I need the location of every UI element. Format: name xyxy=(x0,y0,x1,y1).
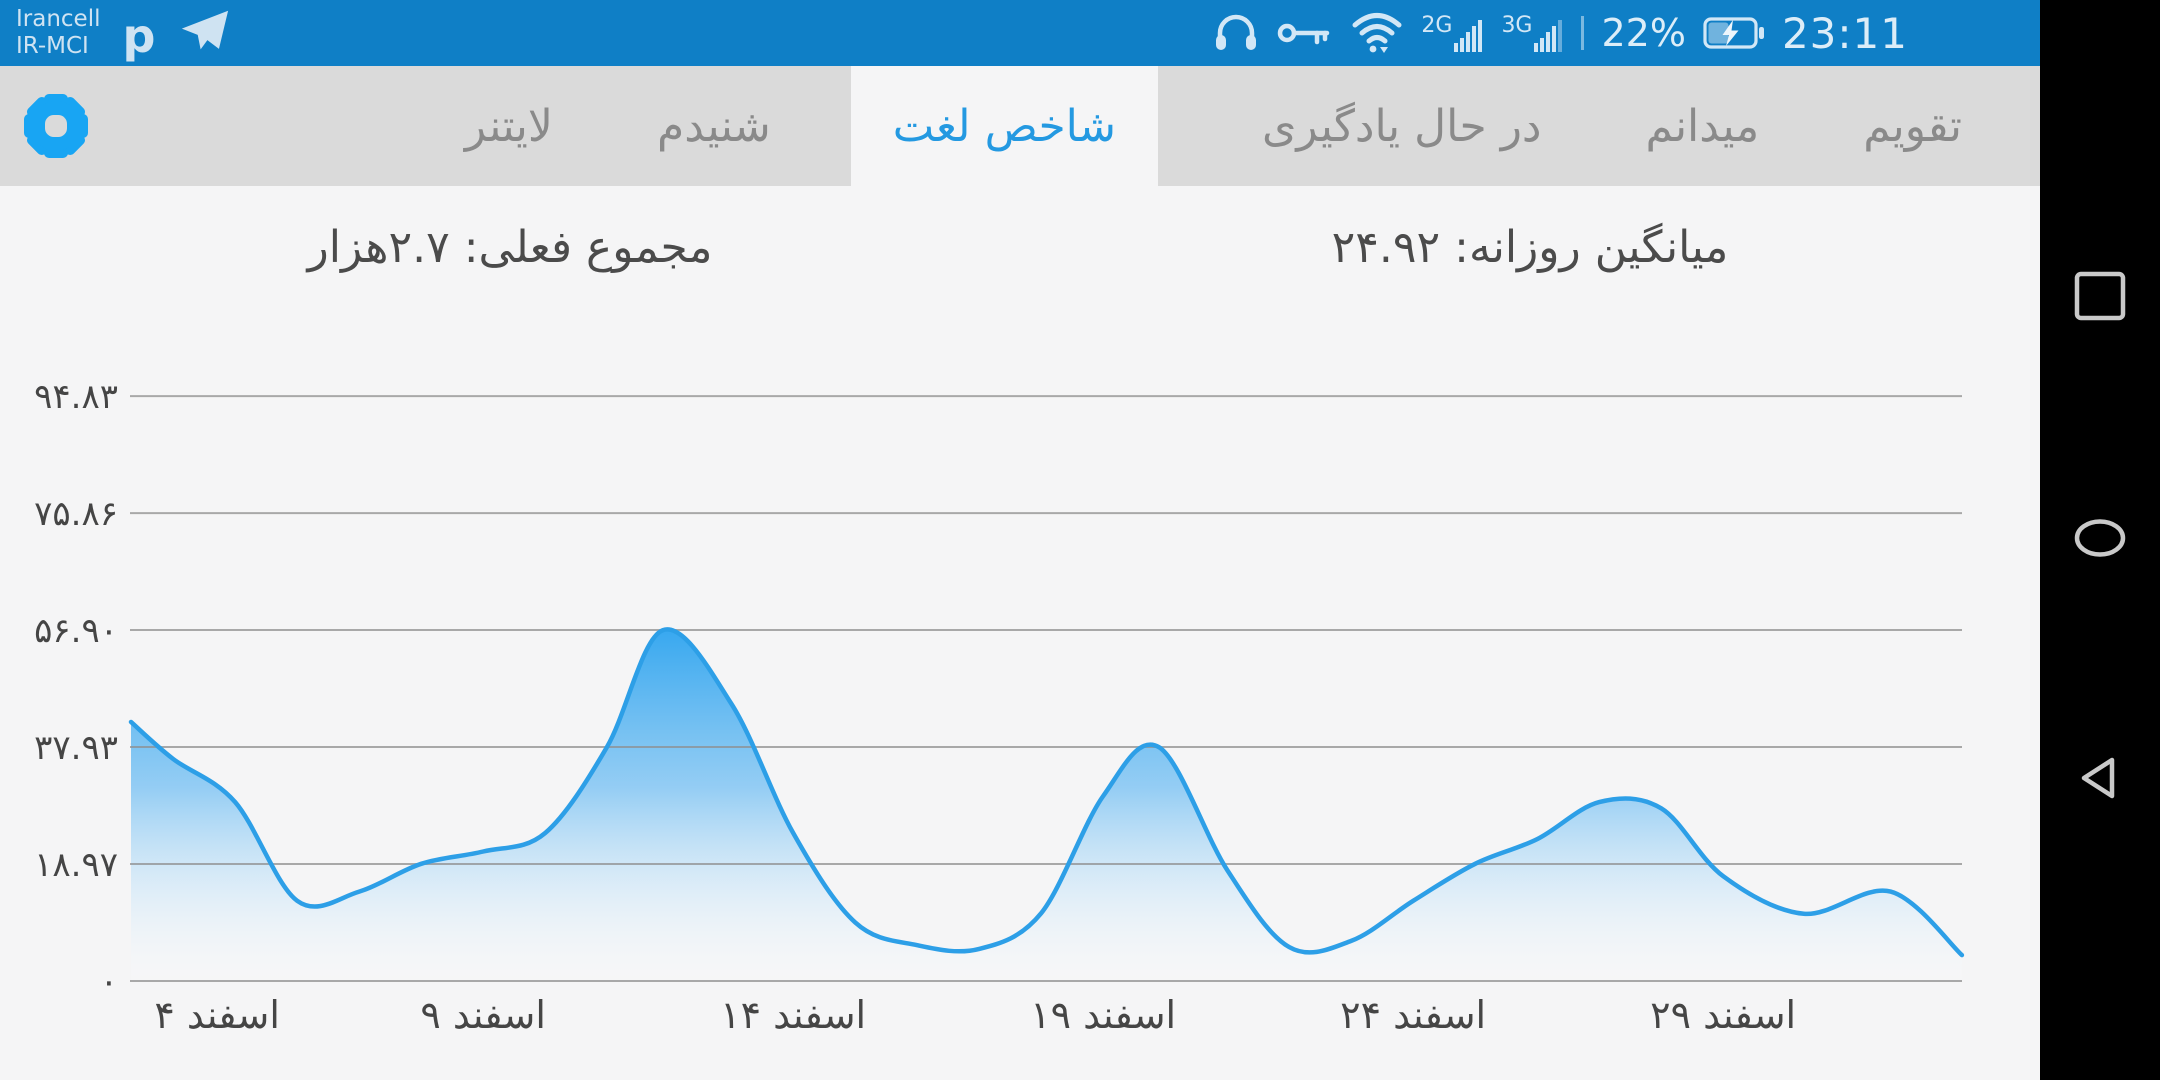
square-icon xyxy=(2073,270,2127,326)
x-axis-label: ۲۴ اسفند xyxy=(1340,993,1486,1037)
area-fill xyxy=(131,629,1962,981)
headphones-icon xyxy=(1212,11,1260,55)
x-axis-label: ۴ اسفند xyxy=(154,993,280,1037)
tab-heard[interactable]: شنیدم xyxy=(656,100,771,152)
battery-charging-icon xyxy=(1703,16,1765,50)
signal-3g: 3G xyxy=(1501,13,1564,53)
tab-strip: تقویم میدانم در حال یادگیری شاخص لغت شنیدم لا… xyxy=(90,66,2040,186)
word-index-area-chart[interactable]: ۹۴.۸۳ ۷۵.۸۶ ۵۶.۹۰ ۳۷.۹۳ ۱۸.۹۷ ۰ ۴ اسفند ۹ اسفند… xyxy=(0,186,2040,1080)
nav-recent-apps-button[interactable] xyxy=(2040,238,2160,358)
status-bar: Irancell IR-MCI p xyxy=(0,0,2040,66)
nav-home-button[interactable] xyxy=(2040,480,2160,600)
triangle-left-icon xyxy=(2074,752,2126,808)
carrier-label: Irancell IR-MCI xyxy=(16,6,101,60)
x-axis-label: ۹ اسفند xyxy=(420,993,546,1037)
clock: 23:11 xyxy=(1781,8,1908,58)
y-axis-label: ۷۵.۸۶ xyxy=(34,494,118,534)
carrier-line2: IR-MCI xyxy=(16,33,89,59)
y-axis-label: ۳۷.۹۳ xyxy=(34,728,118,768)
y-axis-label: ۹۴.۸۳ xyxy=(34,377,118,417)
tab-learning[interactable]: در حال یادگیری xyxy=(1261,100,1542,152)
nav-back-button[interactable] xyxy=(2040,720,2160,840)
stat-current-total: مجموع فعلی: ۲.۷هزار xyxy=(307,222,713,273)
telegram-icon xyxy=(177,6,231,60)
network-type-3g-label: 3G xyxy=(1501,13,1533,38)
tab-calendar[interactable]: تقویم xyxy=(1863,100,1962,152)
tab-known[interactable]: میدانم xyxy=(1645,100,1760,152)
y-axis-label: ۱۸.۹۷ xyxy=(34,845,118,885)
stats-row: میانگین روزانه: ۲۴.۹۲ مجموع فعلی: ۲.۷هزا… xyxy=(0,222,2040,273)
signal-2g: 2G xyxy=(1421,13,1484,53)
carrier-line1: Irancell xyxy=(16,6,101,32)
content: میانگین روزانه: ۲۴.۹۲ مجموع فعلی: ۲.۷هزا… xyxy=(0,186,2040,1080)
tab-bar: تقویم میدانم در حال یادگیری شاخص لغت شنیدم لا… xyxy=(0,66,2040,186)
y-axis-label: ۰ xyxy=(100,962,118,1002)
y-axis-label: ۵۶.۹۰ xyxy=(34,611,118,651)
x-axis-label: ۱۴ اسفند xyxy=(720,993,866,1037)
status-divider xyxy=(1581,16,1585,50)
x-axis-label: ۲۹ اسفند xyxy=(1650,993,1796,1037)
circle-icon xyxy=(2072,516,2128,564)
android-nav-bar xyxy=(2040,0,2160,1080)
stat-daily-average: میانگین روزانه: ۲۴.۹۲ xyxy=(1331,222,1729,273)
tab-word-index[interactable]: شاخص لغت xyxy=(850,66,1158,186)
x-axis-label: ۱۹ اسفند xyxy=(1030,993,1176,1037)
settings-gear-icon[interactable] xyxy=(24,94,88,158)
tab-leitner[interactable]: لایتنر xyxy=(464,100,553,152)
key-icon xyxy=(1277,15,1333,51)
wifi-icon xyxy=(1350,10,1404,56)
series-line xyxy=(128,627,1965,958)
battery-percent: 22% xyxy=(1601,11,1686,55)
network-type-2g-label: 2G xyxy=(1421,13,1453,38)
notification-letter-icon: p xyxy=(122,9,156,63)
